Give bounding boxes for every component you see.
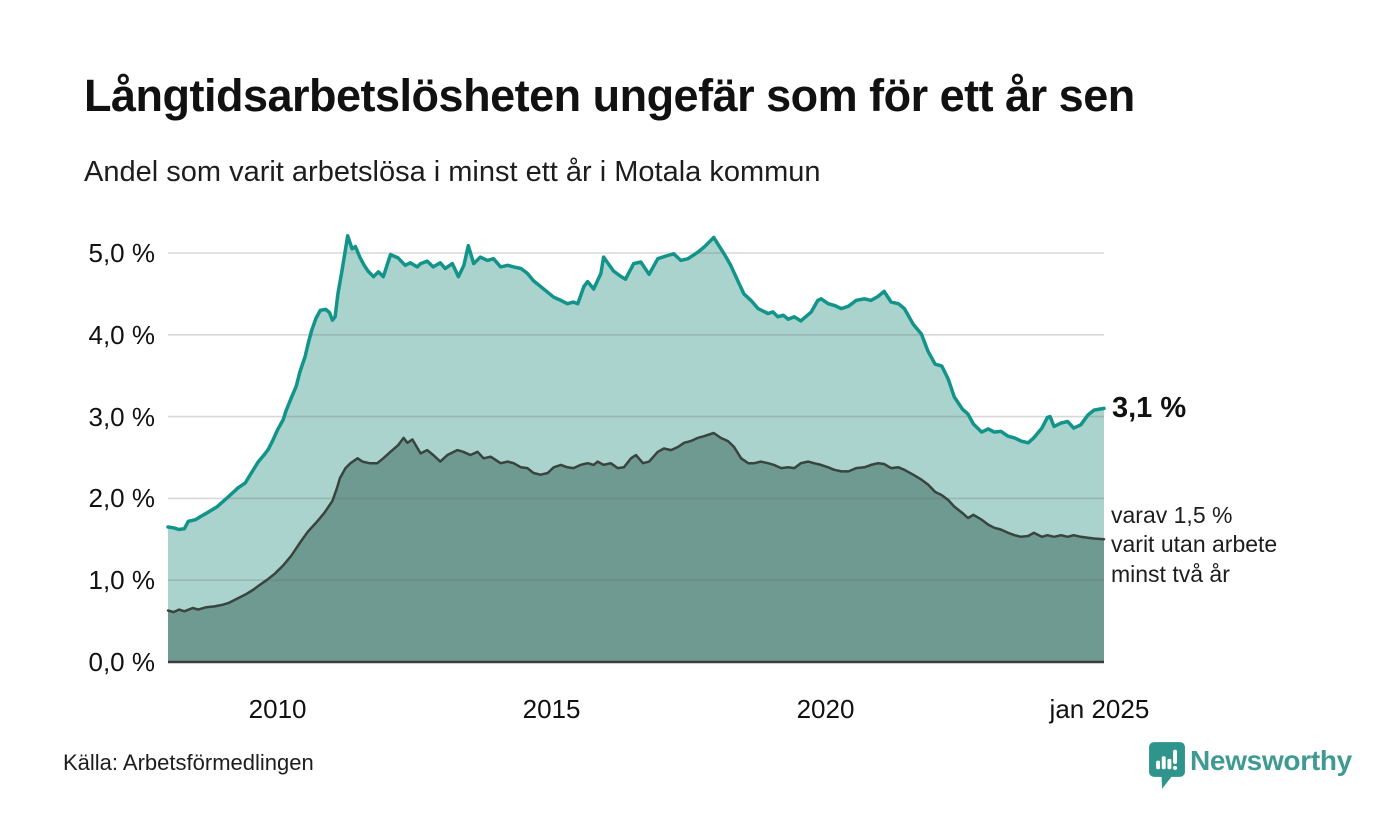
y-axis-label: 4,0 % — [88, 319, 156, 350]
y-axis-label: 0,0 % — [88, 647, 156, 677]
newsworthy-logo-icon — [1149, 742, 1185, 789]
x-axis-label: 2020 — [796, 694, 855, 724]
bar-1 — [1156, 760, 1161, 770]
y-axis-label: 3,0 % — [88, 401, 156, 432]
x-axis-label: 2010 — [248, 694, 307, 724]
bar-3 — [1167, 758, 1172, 770]
x-axis-label: 2015 — [522, 694, 581, 724]
source-note: Källa: Arbetsförmedlingen — [63, 750, 314, 775]
exclamation-bar — [1173, 749, 1177, 764]
line-minst-tva-ar — [166, 431, 1106, 614]
y-axis-label: 2,0 % — [88, 483, 156, 514]
x-axis-label: jan 2025 — [1049, 694, 1150, 724]
brand-name: Newsworthy — [1190, 745, 1352, 776]
exclamation-dot — [1173, 766, 1177, 770]
speech-bubble-shape — [1149, 742, 1185, 789]
page-title: Långtidsarbetslösheten ungefär som för e… — [84, 70, 1135, 121]
y-axis-label: 5,0 % — [88, 238, 156, 268]
secondary-annotation: varav 1,5 % varit utan arbete minst två … — [1111, 502, 1278, 587]
bar-2 — [1161, 756, 1166, 770]
area-fill-minst-tva-ar — [168, 433, 1104, 662]
page-subtitle: Andel som varit arbetslösa i minst ett å… — [84, 156, 821, 188]
latest-value-annotation: 3,1 % — [1112, 392, 1187, 424]
line-minst-ett-ar — [166, 234, 1106, 532]
y-axis-label: 1,0 % — [88, 565, 156, 596]
